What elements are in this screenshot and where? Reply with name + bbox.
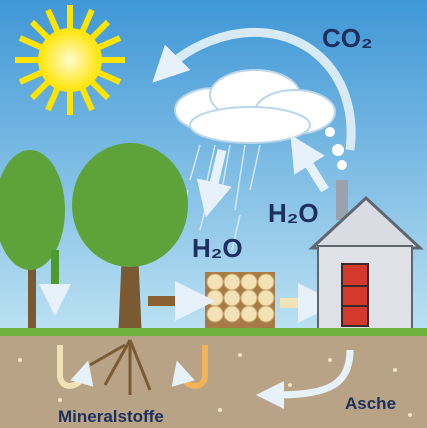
- cycle-diagram: CO₂ H₂O H₂O Mineralstoffe Asche: [0, 0, 427, 428]
- grass: [0, 328, 427, 336]
- h2o-rain-label: H₂O: [192, 233, 243, 263]
- minerals-label: Mineralstoffe: [58, 407, 164, 426]
- h2o-house-label: H₂O: [268, 198, 319, 228]
- woodpile: [205, 272, 275, 332]
- ash-label: Asche: [345, 394, 396, 413]
- co2-label: CO₂: [322, 23, 373, 53]
